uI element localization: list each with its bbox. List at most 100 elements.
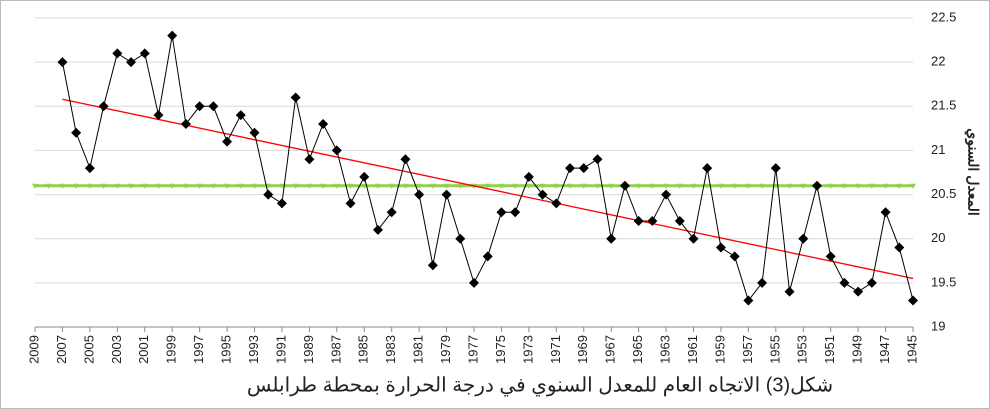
x-tick-label: 1965 <box>630 335 645 364</box>
x-tick-label: 1969 <box>575 335 590 364</box>
mean-marker <box>265 183 272 189</box>
y-tick-label: 22 <box>931 54 945 69</box>
y-tick-label: 20.5 <box>931 186 956 201</box>
x-tick-label: 1975 <box>493 335 508 364</box>
mean-marker <box>45 183 52 189</box>
mean-marker <box>347 183 354 189</box>
data-point <box>345 198 356 209</box>
x-tick-label: 1981 <box>411 335 426 364</box>
data-point <box>894 242 905 253</box>
x-tick-label: 1987 <box>328 335 343 364</box>
mean-marker <box>402 183 409 189</box>
mean-marker <box>457 183 464 189</box>
mean-marker <box>429 183 436 189</box>
mean-marker <box>608 183 615 189</box>
y-tick-label: 19.5 <box>931 274 956 289</box>
mean-marker <box>690 183 697 189</box>
x-tick-label: 2005 <box>81 335 96 364</box>
x-tick-label: 2003 <box>109 335 124 364</box>
data-point <box>194 101 205 112</box>
data-point <box>647 216 658 227</box>
data-point <box>98 101 109 112</box>
x-tick-label: 1947 <box>877 335 892 364</box>
mean-marker <box>196 183 203 189</box>
x-tick-label: 1993 <box>246 335 261 364</box>
x-tick-label: 1945 <box>904 335 919 364</box>
x-tick-label: 1977 <box>465 335 480 364</box>
mean-marker <box>292 183 299 189</box>
mean-marker <box>868 183 875 189</box>
mean-marker <box>361 183 368 189</box>
data-point <box>757 277 768 288</box>
data-point <box>798 233 809 244</box>
data-point <box>592 154 603 165</box>
mean-marker <box>498 183 505 189</box>
data-point <box>249 127 260 138</box>
mean-marker <box>731 183 738 189</box>
data-point <box>729 251 740 262</box>
x-tick-label: 1953 <box>795 335 810 364</box>
mean-marker <box>278 183 285 189</box>
x-tick-label: 1959 <box>712 335 727 364</box>
x-tick-label: 1979 <box>438 335 453 364</box>
x-tick-label: 1963 <box>658 335 673 364</box>
mean-marker <box>841 183 848 189</box>
data-point <box>702 163 713 174</box>
y-axis-title: المعدل السنوي <box>964 128 981 215</box>
x-tick-label: 1989 <box>301 335 316 364</box>
data-point <box>908 295 918 306</box>
data-point <box>318 118 329 129</box>
x-tick-label: 1961 <box>685 335 700 364</box>
data-point <box>290 92 301 103</box>
mean-marker <box>649 183 656 189</box>
mean-marker <box>704 183 711 189</box>
mean-marker <box>251 183 258 189</box>
mean-marker <box>86 183 93 189</box>
mean-marker <box>155 183 162 189</box>
mean-marker <box>416 183 423 189</box>
mean-marker <box>786 183 793 189</box>
data-point <box>825 251 836 262</box>
mean-marker <box>594 183 601 189</box>
mean-marker <box>128 183 135 189</box>
mean-marker <box>210 183 217 189</box>
data-point <box>743 295 754 306</box>
data-point <box>770 163 781 174</box>
data-point <box>304 154 315 165</box>
mean-marker <box>141 183 148 189</box>
mean-marker <box>580 183 587 189</box>
data-point <box>400 154 411 165</box>
data-point <box>441 189 452 200</box>
mean-marker <box>910 183 916 189</box>
x-tick-label: 2007 <box>54 335 69 364</box>
y-tick-label: 21 <box>931 142 945 157</box>
data-point <box>523 171 534 182</box>
x-tick-label: 1971 <box>548 335 563 364</box>
data-point <box>633 216 644 227</box>
data-point <box>606 233 617 244</box>
data-point <box>235 110 246 121</box>
data-point <box>153 110 164 121</box>
mean-marker <box>567 183 574 189</box>
trendline <box>62 98 914 280</box>
data-point <box>619 180 630 191</box>
data-point <box>510 207 521 218</box>
data-point <box>784 286 795 297</box>
y-tick-label: 21.5 <box>931 98 956 113</box>
mean-marker <box>32 183 38 189</box>
data-point <box>853 286 864 297</box>
data-point <box>57 57 68 68</box>
data-point <box>427 260 438 271</box>
data-point <box>482 251 493 262</box>
mean-marker <box>169 183 176 189</box>
data-point <box>715 242 726 253</box>
data-point <box>537 189 548 200</box>
mean-marker <box>896 183 903 189</box>
x-tick-label: 2009 <box>26 335 41 364</box>
mean-marker <box>525 183 532 189</box>
mean-marker <box>443 183 450 189</box>
mean-marker <box>759 183 766 189</box>
data-point <box>880 207 891 218</box>
data-point <box>180 118 191 129</box>
x-tick-label: 2001 <box>136 335 151 364</box>
